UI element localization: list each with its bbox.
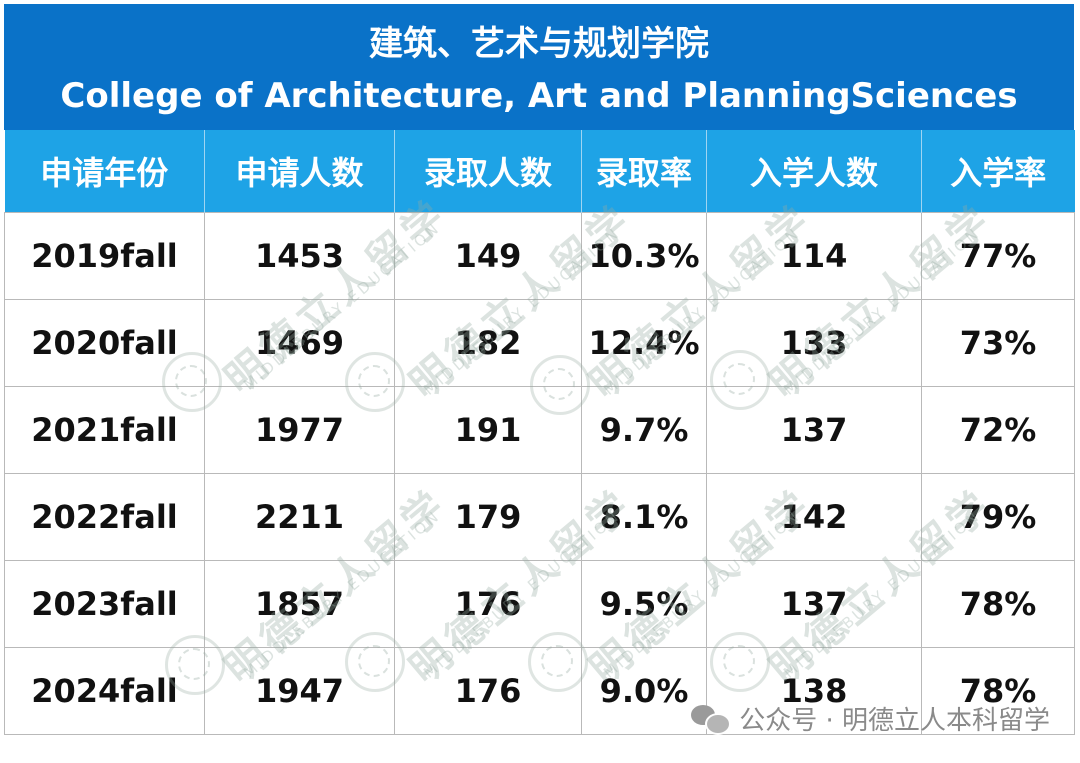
header-admit-rate: 录取率: [581, 130, 707, 213]
table-row: 2024fall 1947 176 9.0% 138 78%: [4, 647, 1075, 735]
cell-year: 2022fall: [4, 473, 205, 561]
cell-admitted: 176: [394, 560, 582, 648]
cell-applicants: 1857: [204, 560, 395, 648]
cell-year: 2024fall: [4, 647, 205, 735]
cell-admit-rate: 8.1%: [581, 473, 707, 561]
cell-applicants: 1453: [204, 212, 395, 300]
header-enrolled: 入学人数: [706, 130, 922, 213]
cell-admit-rate: 10.3%: [581, 212, 707, 300]
cell-year: 2021fall: [4, 386, 205, 474]
cell-yield-rate: 78%: [921, 560, 1075, 648]
cell-enrolled: 142: [706, 473, 922, 561]
wechat-icon: [691, 703, 732, 735]
cell-yield-rate: 78%: [921, 647, 1075, 735]
title-english: College of Architecture, Art and Plannin…: [60, 76, 1018, 116]
cell-enrolled: 133: [706, 299, 922, 387]
cell-year: 2019fall: [4, 212, 205, 300]
cell-applicants: 2211: [204, 473, 395, 561]
table-row: 2021fall 1977 191 9.7% 137 72%: [4, 386, 1075, 474]
cell-enrolled: 114: [706, 212, 922, 300]
cell-enrolled: 137: [706, 386, 922, 474]
title-chinese: 建筑、艺术与规划学院: [369, 24, 709, 64]
header-applicants: 申请人数: [204, 130, 395, 213]
cell-yield-rate: 72%: [921, 386, 1075, 474]
cell-admitted: 149: [394, 212, 582, 300]
cell-admit-rate: 9.7%: [581, 386, 707, 474]
cell-yield-rate: 77%: [921, 212, 1075, 300]
table-row: 2022fall 2211 179 8.1% 142 79%: [4, 473, 1075, 561]
cell-enrolled: 138: [706, 647, 922, 735]
cell-enrolled: 137: [706, 560, 922, 648]
admissions-table: 申请年份 申请人数 录取人数 录取率 入学人数 入学率 2019fall 145…: [4, 130, 1075, 735]
table-row: 2023fall 1857 176 9.5% 137 78%: [4, 560, 1075, 648]
cell-yield-rate: 79%: [921, 473, 1075, 561]
cell-admitted: 179: [394, 473, 582, 561]
cell-admitted: 182: [394, 299, 582, 387]
cell-applicants: 1947: [204, 647, 395, 735]
cell-admit-rate: 9.5%: [581, 560, 707, 648]
cell-admitted: 176: [394, 647, 582, 735]
cell-applicants: 1977: [204, 386, 395, 474]
cell-year: 2023fall: [4, 560, 205, 648]
table-row: 2020fall 1469 182 12.4% 133 73%: [4, 299, 1075, 387]
header-admitted: 录取人数: [394, 130, 582, 213]
header-year: 申请年份: [4, 130, 205, 213]
cell-admit-rate: 9.0%: [581, 647, 707, 735]
header-yield-rate: 入学率: [921, 130, 1075, 213]
cell-admitted: 191: [394, 386, 582, 474]
title-band: 建筑、艺术与规划学院 College of Architecture, Art …: [4, 4, 1074, 130]
cell-yield-rate: 73%: [921, 299, 1075, 387]
footer-brand: 公众号 · 明德立人本科留学: [691, 698, 1050, 738]
footer-text: 公众号 · 明德立人本科留学: [739, 705, 1050, 736]
table-row: 2019fall 1453 149 10.3% 114 77%: [4, 212, 1075, 300]
cell-year: 2020fall: [4, 299, 205, 387]
table-header-row: 申请年份 申请人数 录取人数 录取率 入学人数 入学率: [4, 130, 1075, 213]
cell-applicants: 1469: [204, 299, 395, 387]
cell-admit-rate: 12.4%: [581, 299, 707, 387]
